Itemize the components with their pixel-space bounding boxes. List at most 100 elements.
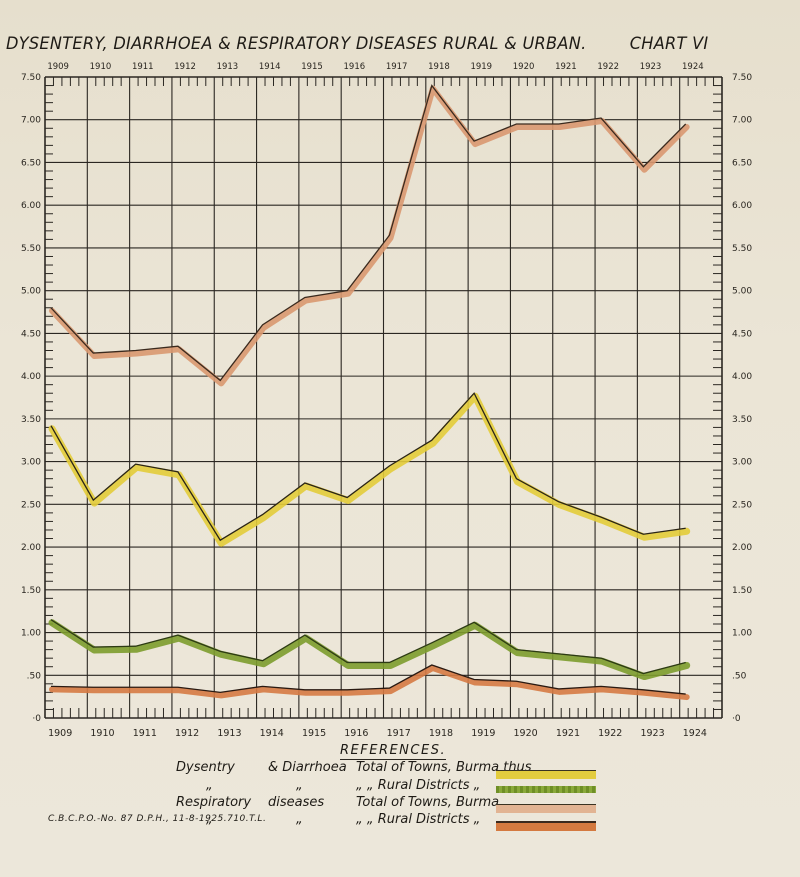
- series-ink-line: [50, 619, 686, 675]
- legend-label: „ „ Rural Districts „: [356, 812, 481, 827]
- x-tick-label-bottom: 1914: [260, 728, 284, 739]
- y-tick-label-right: 5.00: [732, 287, 752, 297]
- y-tick-label-right: 2.00: [732, 543, 752, 553]
- y-tick-label-left: 1.50: [21, 586, 41, 596]
- legend-label: Respiratory: [176, 795, 252, 810]
- legend-label: Dysentry: [176, 760, 235, 775]
- x-tick-label-top: 1910: [90, 62, 112, 72]
- legend-label: Total of Towns, Burma thus: [356, 760, 532, 775]
- x-tick-label-top: 1918: [428, 62, 450, 72]
- series-color-band: [49, 85, 690, 387]
- legend-title: REFERENCES.: [340, 743, 447, 760]
- y-tick-label-right: 1.00: [732, 629, 752, 639]
- legend-swatch-light-orange: [496, 804, 596, 813]
- y-tick-label-right: 4.50: [732, 329, 752, 339]
- x-tick-label-top: 1920: [513, 62, 535, 72]
- series-respiratory-rural: [49, 664, 690, 701]
- legend-label: „: [206, 812, 213, 827]
- x-tick-label-top: 1911: [132, 62, 154, 72]
- y-tick-label-right: 3.00: [732, 458, 752, 468]
- x-tick-label-bottom: 1919: [471, 728, 495, 739]
- series-dysentery-rural: [48, 619, 691, 681]
- x-tick-label-bottom: 1923: [640, 728, 664, 739]
- x-tick-label-top: 1912: [174, 62, 196, 72]
- x-tick-label-bottom: 1921: [556, 728, 580, 739]
- x-tick-label-bottom: 1915: [302, 728, 326, 739]
- series-ink-line: [50, 664, 686, 695]
- legend-label: „: [296, 812, 303, 827]
- x-tick-label-bottom: 1920: [514, 728, 538, 739]
- y-tick-label-left: 6.50: [21, 158, 41, 168]
- y-tick-label-left: .50: [27, 671, 42, 681]
- legend-label: „ „ Rural Districts „: [356, 778, 481, 793]
- x-tick-label-top: 1914: [259, 62, 281, 72]
- x-tick-label-top: 1921: [555, 62, 577, 72]
- y-tick-label-right: 3.50: [732, 415, 752, 425]
- legend-label: diseases: [268, 795, 325, 810]
- legend-row-dysentery-rural: „ „ „ „ Rural Districts „: [176, 778, 480, 794]
- chart-title: DYSENTERY, DIARRHOEA & RESPIRATORY DISEA…: [6, 34, 757, 54]
- series-ink-line: [50, 84, 687, 382]
- series-color-band: [48, 392, 691, 547]
- x-tick-label-top: 1922: [597, 62, 619, 72]
- legend-swatch-green: [496, 786, 596, 793]
- axis-labels: 1909 1910 1911 1912 1913 1914 1915 1916 1917 1918…: [21, 62, 752, 739]
- x-tick-label-bottom: 1917: [387, 728, 411, 739]
- x-tick-label-bottom: 1924: [683, 728, 707, 739]
- y-tick-label-left: 2.50: [21, 500, 41, 510]
- series-color-band: [48, 619, 691, 681]
- legend-row-respiratory-towns: Respiratory diseases Total of Towns, Burma…: [176, 795, 510, 811]
- legend-swatch-dark-orange: [496, 821, 596, 831]
- x-tick-label-bottom: 1912: [175, 728, 199, 739]
- y-tick-label-left: 7.00: [21, 116, 41, 126]
- y-tick-label-right: 1.50: [732, 586, 752, 596]
- x-tick-label-bottom: 1909: [48, 728, 72, 739]
- x-tick-label-top: 1924: [682, 62, 704, 72]
- x-tick-label-bottom: 1911: [133, 728, 157, 739]
- y-tick-label-right: .50: [732, 671, 747, 681]
- y-tick-label-left: 5.50: [21, 244, 41, 254]
- y-tick-label-left: 7.50: [21, 73, 41, 83]
- printer-imprint: C.B.C.P.O.-No. 87 D.P.H., 11-8-1925.710.…: [48, 814, 267, 824]
- legend-label: „: [296, 778, 303, 793]
- y-tick-label-left: 4.50: [21, 329, 41, 339]
- x-tick-label-bottom: 1916: [344, 728, 368, 739]
- x-tick-label-bottom: 1918: [429, 728, 453, 739]
- x-tick-label-top: 1917: [386, 62, 408, 72]
- y-tick-label-left: 2.00: [21, 543, 41, 553]
- legend-label: „: [206, 778, 213, 793]
- y-tick-label-right: ·0: [732, 714, 741, 724]
- chart-number: CHART VI: [629, 34, 709, 54]
- y-tick-label-right: 4.00: [732, 372, 752, 382]
- y-tick-label-right: 2.50: [732, 500, 752, 510]
- x-tick-label-top: 1923: [640, 62, 662, 72]
- y-tick-label-left: 4.00: [21, 372, 41, 382]
- series-dysentery-towns: [48, 392, 691, 547]
- y-tick-label-left: 3.50: [21, 415, 41, 425]
- x-tick-label-bottom: 1922: [598, 728, 622, 739]
- y-tick-label-right: 7.00: [732, 116, 752, 126]
- y-tick-label-right: 7.50: [732, 73, 752, 83]
- y-tick-label-right: 6.50: [732, 158, 752, 168]
- x-tick-label-top: 1916: [344, 62, 366, 72]
- y-tick-label-right: 5.50: [732, 244, 752, 254]
- x-tick-label-top: 1913: [217, 62, 239, 72]
- series-ink-line: [50, 392, 686, 542]
- y-tick-label-left: 3.00: [21, 458, 41, 468]
- grid: [44, 76, 723, 719]
- series-respiratory-towns: [49, 84, 690, 387]
- legend-row-respiratory-rural: „ „ „ „ Rural Districts „: [176, 812, 480, 828]
- series-color-band: [49, 665, 690, 701]
- x-tick-label-bottom: 1913: [217, 728, 241, 739]
- y-tick-label-left: 1.00: [21, 629, 41, 639]
- legend-row-dysentery-towns: Dysentry & Diarrhoea Total of Towns, Burma…: [176, 760, 532, 776]
- x-tick-label-top: 1919: [470, 62, 492, 72]
- chart-title-text: DYSENTERY, DIARRHOEA & RESPIRATORY DISEA…: [6, 34, 587, 54]
- x-tick-label-top: 1915: [301, 62, 323, 72]
- legend-label: Total of Towns, Burma „: [356, 795, 510, 810]
- y-tick-label-left: 5.00: [21, 287, 41, 297]
- legend-label: & Diarrhoea: [268, 760, 347, 775]
- x-tick-label-top: 1909: [47, 62, 69, 72]
- x-tick-label-bottom: 1910: [90, 728, 114, 739]
